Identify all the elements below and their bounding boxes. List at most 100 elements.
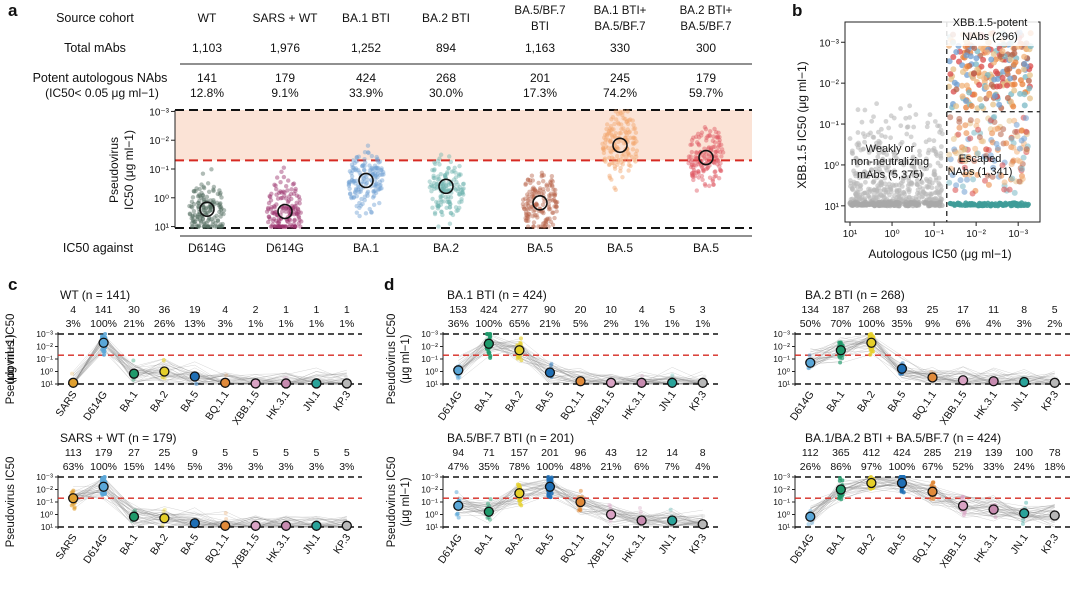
swarm-point	[524, 211, 529, 217]
swarm-point	[194, 224, 199, 229]
variant-count: 78	[1049, 447, 1061, 459]
mab-trace	[458, 339, 703, 385]
swarm-point	[630, 140, 636, 146]
swarm-point	[208, 208, 213, 213]
weak-point	[932, 148, 937, 154]
variant-label: SARS	[53, 389, 79, 419]
swarm-point	[375, 168, 380, 174]
strip-panel-title: WT (n = 141)	[60, 288, 130, 302]
strip-point	[101, 491, 106, 496]
median-marker	[189, 518, 200, 529]
swarm-point	[347, 169, 353, 174]
swarm-point	[704, 138, 709, 143]
strip-point	[1021, 518, 1026, 523]
weak-point	[937, 182, 942, 187]
median-marker	[544, 481, 556, 492]
variant-label: KP.3	[331, 389, 353, 414]
swarm-point	[435, 158, 441, 164]
variant-label: BA.5	[534, 389, 557, 415]
swarm-point	[552, 193, 557, 198]
mab-trace	[73, 493, 347, 528]
swarm-point	[201, 184, 206, 190]
mab-trace	[73, 491, 347, 528]
swarm-point	[373, 174, 378, 179]
swarm-point	[601, 147, 607, 152]
strip-point	[517, 355, 522, 360]
variant-label: D614G	[436, 532, 465, 566]
y-tick-label: 10⁻³	[773, 329, 790, 339]
swarm-point	[283, 209, 289, 214]
swarm-point	[609, 155, 615, 160]
escaped-point	[957, 177, 964, 184]
mab-trace	[810, 336, 1055, 385]
strip-point	[133, 508, 138, 513]
mab-trace	[810, 476, 1055, 514]
median-marker	[532, 195, 548, 211]
swarm-point	[692, 158, 697, 164]
swarm-point	[704, 158, 709, 163]
variant-label: BA.1	[824, 389, 847, 415]
escaped-point	[974, 171, 981, 178]
swarm-point	[431, 175, 436, 181]
swarm-point	[526, 214, 531, 220]
swarm-point	[604, 133, 610, 138]
swarm-point	[293, 186, 298, 192]
swarm-point	[534, 202, 540, 208]
potent-point	[990, 101, 997, 108]
swarm-point	[612, 164, 618, 169]
weak-point	[898, 160, 904, 166]
swarm-point	[370, 169, 376, 174]
swarm-point	[544, 183, 549, 189]
strip-point	[102, 352, 107, 357]
weak-point	[891, 160, 897, 166]
swarm-point	[541, 173, 546, 178]
strip-panel-title: SARS + WT (n = 179)	[60, 431, 177, 445]
swarm-point	[717, 134, 722, 140]
swarm-point	[377, 159, 383, 164]
swarm-point	[606, 129, 612, 134]
swarm-point	[539, 191, 544, 196]
variant-count: 187	[832, 304, 850, 316]
variant-label: JN.1	[1008, 389, 1030, 414]
swarm-point	[218, 222, 223, 227]
swarm-point	[441, 186, 447, 191]
swarm-point	[607, 155, 612, 161]
swarm-point	[353, 181, 358, 186]
swarm-point	[427, 185, 433, 190]
potent-point	[991, 93, 998, 100]
swarm-point	[281, 174, 287, 180]
variant-label: KP.3	[331, 532, 353, 557]
potent-point	[1019, 81, 1026, 88]
swarm-point	[608, 138, 613, 144]
swarm-point	[369, 153, 375, 159]
swarm-point	[274, 224, 280, 229]
variant-count: 8	[1021, 304, 1027, 316]
swarm-point	[350, 164, 355, 170]
swarm-point	[531, 224, 536, 229]
swarm-point	[523, 196, 528, 201]
swarm-point	[688, 142, 693, 148]
y-tick-label: 10⁰	[425, 510, 438, 520]
y-tick-label: 10⁰	[40, 510, 53, 520]
strip-point	[549, 476, 554, 481]
weak-point	[851, 179, 857, 185]
potent-point	[1004, 66, 1011, 73]
variant-pct: 21%	[123, 318, 144, 330]
swarm-point	[457, 191, 463, 196]
swarm-point	[608, 139, 613, 145]
swarm-point	[444, 171, 450, 176]
swarm-point	[694, 155, 699, 161]
cohort-pct: 12.8%	[190, 86, 224, 100]
mab-trace	[810, 338, 1055, 385]
swarm-point	[550, 184, 555, 189]
swarm-point	[438, 194, 443, 200]
median-marker	[896, 363, 908, 374]
swarm-point	[189, 205, 195, 210]
cohort-against: D614G	[188, 241, 226, 255]
swarm-point	[369, 165, 374, 171]
weak-point	[924, 124, 930, 130]
potent-label: Potent autologous NAbs	[33, 71, 168, 85]
swarm-point	[546, 205, 552, 210]
weak-annotation: Weakly or	[866, 143, 915, 155]
